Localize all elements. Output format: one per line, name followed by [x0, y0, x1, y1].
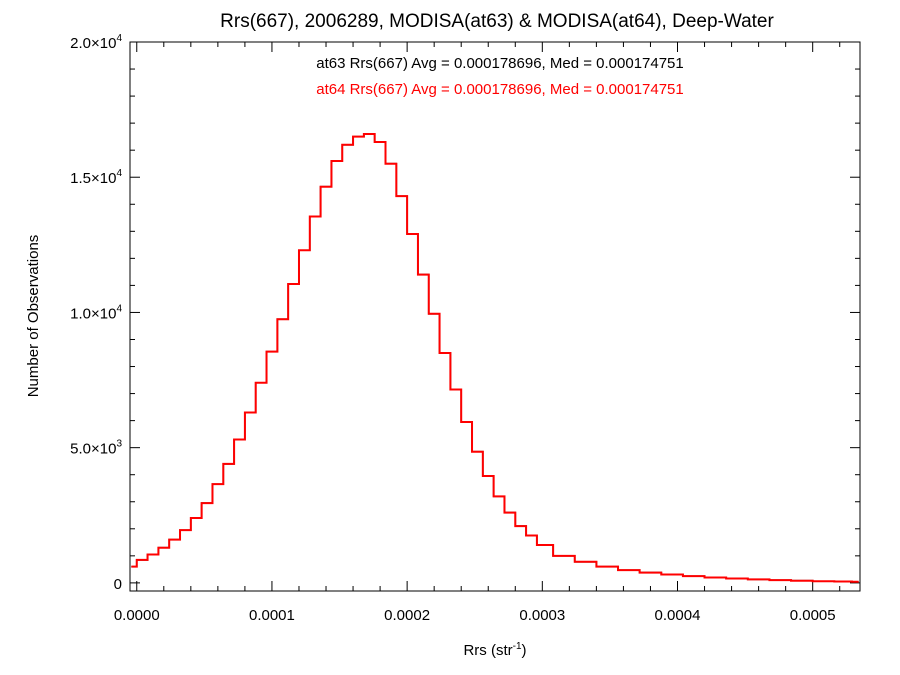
x-tick-label: 0.0001 [249, 607, 295, 624]
y-tick-exponent: 4 [116, 168, 122, 179]
x-axis-label: Rrs (str-1) [463, 641, 526, 659]
x-tick-label: 0.0003 [519, 607, 565, 624]
x-tick-label: 0.0005 [790, 607, 836, 624]
y-tick-mantissa: 5.0×10 [70, 441, 116, 458]
y-axis-label: Number of Observations [25, 235, 42, 398]
y-tick-exponent: 4 [116, 33, 122, 44]
plot-frame [129, 41, 861, 592]
x-tick-label: 0.0004 [655, 607, 701, 624]
histogram-series-at64 [131, 132, 859, 583]
stats-annotation-at63: at63 Rrs(667) Avg = 0.000178696, Med = 0… [316, 55, 684, 72]
x-tick-label: 0.0000 [114, 607, 160, 624]
y-tick-mantissa: 0 [114, 576, 122, 593]
stats-annotation-at64: at64 Rrs(667) Avg = 0.000178696, Med = 0… [316, 81, 684, 98]
x-axis-label-base: Rrs (str [463, 642, 512, 659]
x-axis-label-superscript: -1 [513, 641, 522, 652]
y-tick-exponent: 3 [116, 439, 122, 450]
axis-ticks: 0.0000 0.0001 0.0002 0.0003 0.0004 0.0005 0 5.0… [70, 33, 860, 624]
chart-title: Rrs(667), 2006289, MODISA(at63) & MODISA… [220, 11, 774, 32]
y-tick-label: 0 [114, 576, 122, 593]
y-tick-mantissa: 1.5×10 [70, 170, 116, 187]
y-tick-mantissa: 1.0×10 [70, 305, 116, 322]
y-tick-label: 2.0×104 [70, 33, 122, 52]
x-tick-label: 0.0002 [384, 607, 430, 624]
y-tick-label: 5.0×103 [70, 439, 122, 458]
series-layer [131, 132, 859, 583]
y-tick-label: 1.5×104 [70, 168, 122, 187]
y-tick-exponent: 4 [116, 303, 122, 314]
y-tick-label: 1.0×104 [70, 303, 122, 322]
plot-area: 0.0000 0.0001 0.0002 0.0003 0.0004 0.0005 0 5.0… [70, 33, 861, 624]
y-tick-mantissa: 2.0×10 [70, 35, 116, 52]
x-axis-label-close: ) [522, 642, 527, 659]
